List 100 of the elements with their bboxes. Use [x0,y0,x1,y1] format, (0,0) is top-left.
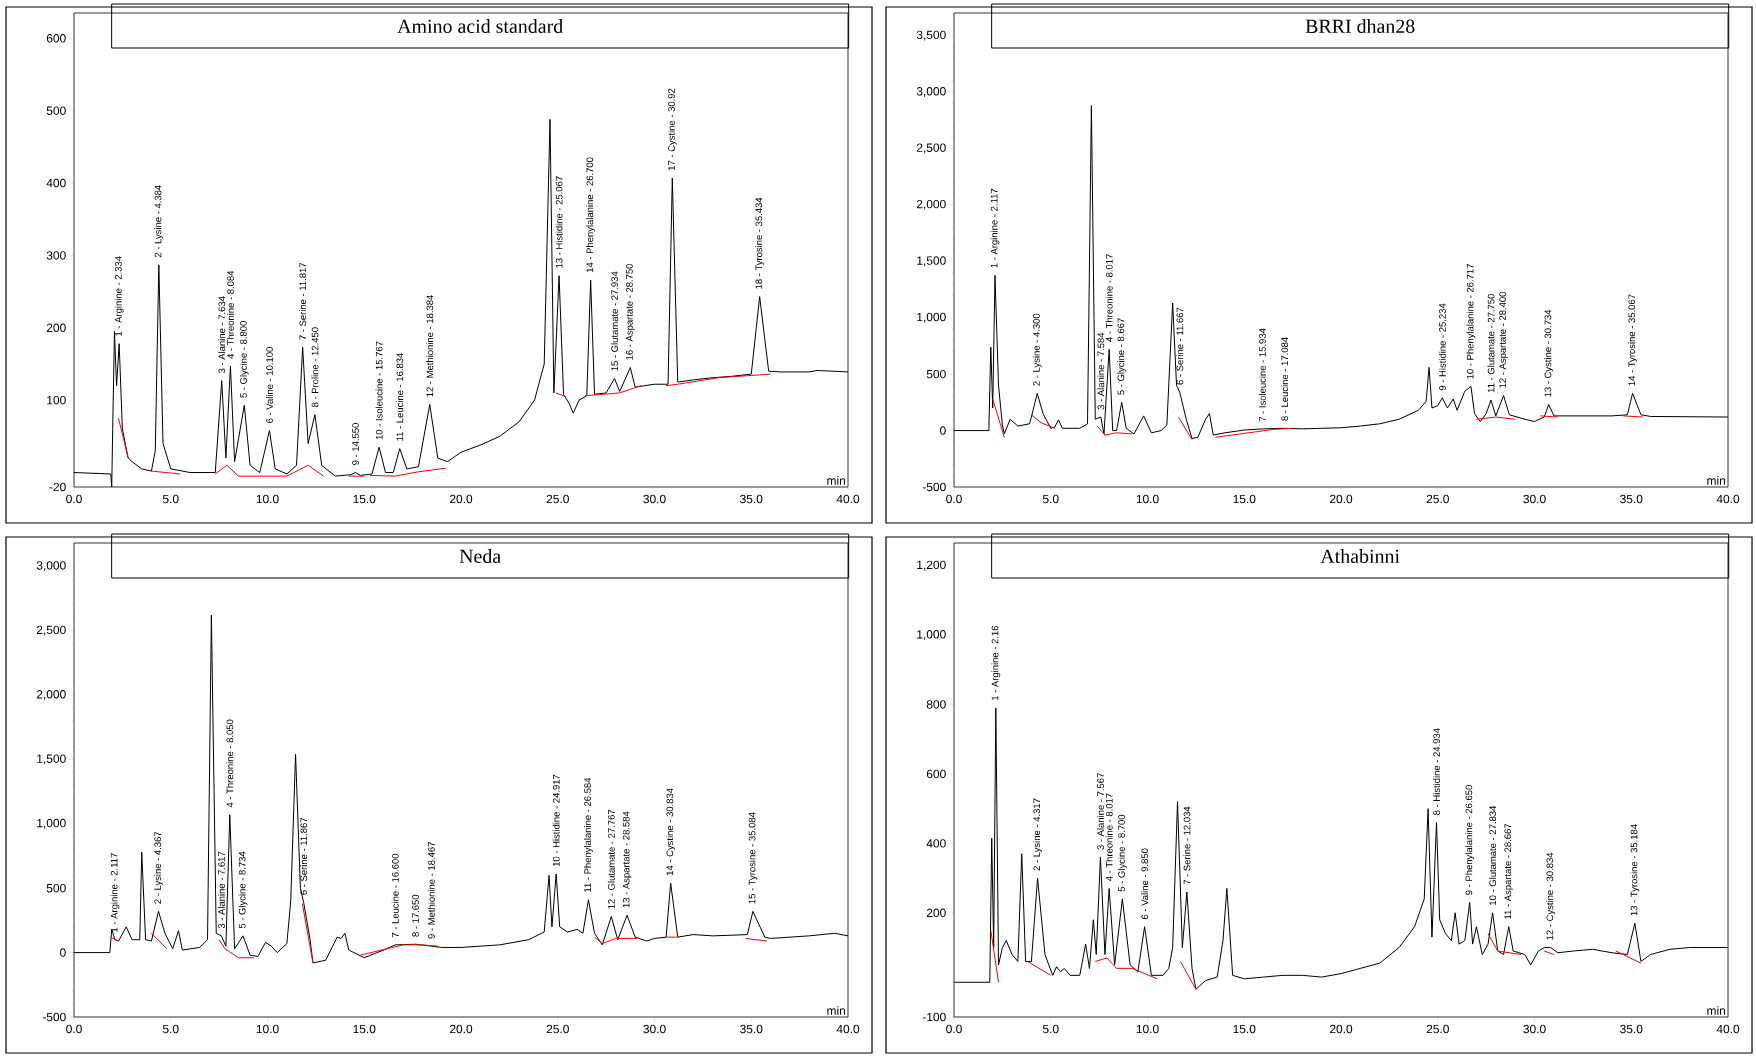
annotation: 2 - Lysine - 4.384 [154,185,164,258]
annotation: 12 - Glutamate - 27.767 [607,809,615,909]
annotation: 6 - Serine - 11.867 [300,817,308,895]
annotation: 6 - Serine - 11.667 [1176,307,1184,385]
annotation: 6 - Valine - 9.850 [1141,848,1149,920]
annotation: 13 - Aspartate - 28.584 [622,811,632,908]
x-tick-label: 5.0 [1042,494,1059,504]
annotation: 15 - Tyrosine - 35.084 [748,812,758,904]
annotation: 15 - Glutamate - 27.934 [611,271,618,371]
annotation: 5 - Glycine - 8.700 [1117,814,1127,892]
y-tick-label: 1,200 [917,560,946,571]
x-tick-label: 30.0 [643,494,666,504]
x-tick-label: 35.0 [1620,494,1643,504]
x-tick-label: 30.0 [1523,494,1546,504]
y-tick-label: 2,500 [916,143,946,154]
x-tick-label: 40.0 [1716,494,1740,504]
y-tick-label: 300 [46,251,66,260]
x-axis-title: min [827,476,846,485]
x-tick-label: 10.0 [1136,1024,1159,1034]
y-tick-label: -100 [922,1012,946,1022]
annotation: 10 - Glutamate - 27.834 [1489,805,1497,905]
annotation: 8 - Histidine - 24.934 [1433,728,1440,815]
x-tick-label: 5.0 [162,494,179,504]
x-tick-label: 20.0 [449,494,473,504]
y-tick-label: -500 [42,1012,66,1022]
x-tick-label: 25.0 [546,494,569,504]
annotation: 9 - Methionine - 18.467 [427,842,435,939]
annotation: 13 - Tyrosine - 35.184 [1630,824,1640,916]
y-tick-label: -20 [49,482,66,492]
annotation: 13 - Histidine - 25.067 [555,176,563,268]
x-tick-label: 0.0 [946,1024,962,1034]
x-axis-title: min [1707,1006,1726,1015]
chart-title: BRRI dhan28 [1305,18,1415,34]
y-tick-label: 1,500 [917,256,946,267]
x-tick-label: 20.0 [449,1024,473,1034]
annotation: 17 - Cystine - 30.92 [667,88,677,171]
x-tick-label: 10.0 [256,494,279,504]
annotation: 4 - Threonine - 8.050 [226,719,234,808]
x-tick-label: 25.0 [1426,494,1449,504]
annotation: 1 - Arginine - 2.117 [110,853,120,932]
y-tick-label: 200 [46,323,66,333]
annotation: 9 - 14.550 [352,423,359,465]
x-tick-label: 15.0 [1233,494,1256,504]
x-tick-label: 35.0 [740,1024,763,1034]
y-tick-label: 100 [47,395,66,405]
annotation: 3 - Alanine - 7.617 [217,851,225,929]
x-tick-label: 40.0 [836,494,860,504]
y-tick-label: 800 [926,700,946,709]
y-tick-label: 500 [46,106,66,115]
x-tick-label: 40.0 [836,1024,860,1034]
y-tick-label: 200 [926,908,946,918]
annotation: 12 - Cystine - 30.834 [1546,852,1556,940]
y-tick-label: 1,500 [37,754,66,765]
annotation: 4 - Threonine - 8.017 [1105,254,1113,342]
y-tick-label: -500 [922,482,946,492]
annotation: 16 - Aspartate - 28.750 [626,263,635,360]
annotation: 11 - Leucine - 16.834 [396,352,404,441]
x-tick-label: 15.0 [353,1024,376,1034]
chart-title: Amino acid standard [397,18,563,34]
annotation: 10 - Phenylalanine - 26.717 [1466,264,1476,379]
annotation: 1 - Arginine - 2.16 [991,625,1001,701]
annotation: 8 - Leucine - 17.084 [1281,337,1289,421]
annotation: 9 - Phenylalanine - 26.650 [1465,785,1475,895]
annotation: 5 - Glycine - 8.667 [1117,318,1127,395]
y-tick-label: 1,000 [917,630,946,640]
x-tick-label: 25.0 [1426,1024,1449,1034]
annotation: 11 - Phenylalanine - 26.584 [583,777,593,892]
annotation: 4 - Threonine - 8.084 [226,270,234,359]
x-tick-label: 20.0 [1329,1024,1353,1034]
annotation: 12 - Methionine - 18.384 [426,295,434,397]
x-tick-label: 10.0 [1136,494,1159,504]
annotation: 1 - Arginine - 2.334 [114,256,124,336]
x-tick-label: 25.0 [546,1024,569,1034]
y-tick-label: 2,000 [916,199,946,210]
annotation: 3 - Alanine - 7.584 [1097,332,1105,410]
x-tick-label: 30.0 [643,1024,666,1034]
annotation: 4 - Threonine - 8.017 [1105,793,1113,882]
annotation: 7 - Isoleucine - 15.934 [1258,328,1266,422]
x-tick-label: 20.0 [1329,494,1353,504]
annotation: 3 - Alanine - 7.567 [1096,773,1104,850]
y-tick-label: 500 [926,369,946,379]
annotation: 6 - Valine - 10.100 [265,347,273,423]
x-tick-label: 0.0 [66,1024,82,1034]
annotation: 14 - Tyrosine - 35.067 [1628,294,1637,386]
y-tick-label: 2,500 [36,625,66,636]
y-tick-label: 400 [46,178,66,188]
annotation: 3 - Alanine - 7.634 [218,296,226,374]
y-tick-label: 0 [940,426,946,435]
annotation: 5 - Glycine - 8.734 [238,851,248,929]
annotation: 9 - Histidine - 25.234 [1438,303,1446,391]
annotation: 13 - Cystine - 30.734 [1544,309,1554,397]
x-tick-label: 5.0 [1042,1024,1059,1034]
chart-title: Athabinni [1320,549,1400,564]
annotation: 18 - Tyrosine - 35.434 [755,197,765,289]
annotation: 14 - Cystine - 30.834 [666,788,676,876]
x-tick-label: 40.0 [1716,1024,1740,1034]
x-tick-label: 35.0 [740,494,763,504]
annotation: 5 - Glycine - 8.800 [239,321,249,398]
y-tick-label: 1,000 [917,312,946,323]
x-tick-label: 15.0 [1233,1024,1256,1034]
